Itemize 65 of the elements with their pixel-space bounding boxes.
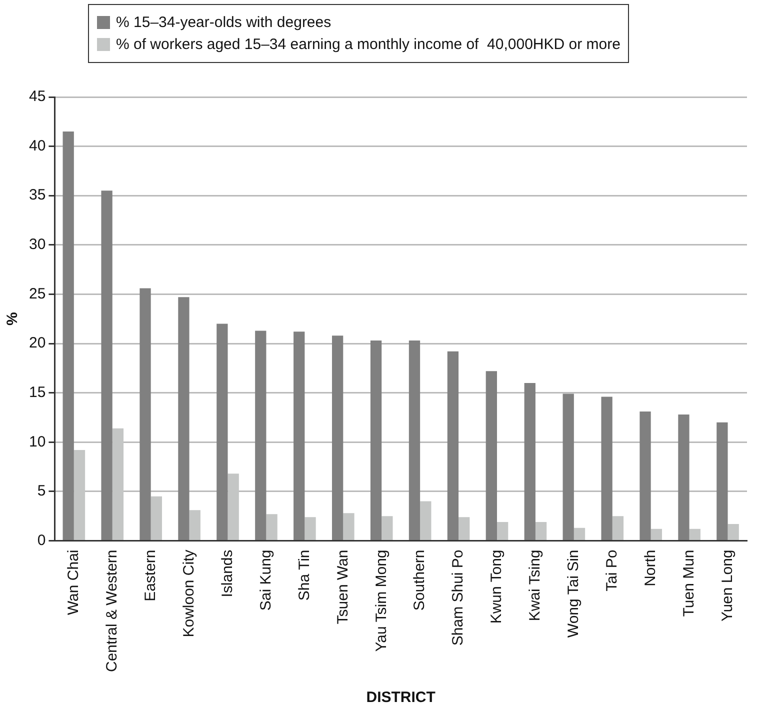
y-tick-label: 30 [28, 236, 46, 254]
y-tick-label: 35 [28, 186, 46, 204]
bar [535, 522, 547, 540]
bar [524, 382, 536, 540]
x-tick-label: Tsuen Wan [334, 550, 352, 624]
x-tick-label: Sham Shui Po [450, 550, 467, 646]
bar [612, 516, 624, 540]
bar [370, 340, 382, 540]
bar [562, 394, 574, 540]
bar [574, 528, 586, 540]
bar [486, 371, 497, 540]
legend-label: % of workers aged 15–34 earning a monthly income of 40,000HKD or more [116, 36, 620, 53]
y-tick-label: 20 [28, 334, 46, 352]
x-tick-label: Wan Chai [65, 550, 82, 616]
y-tick-label: 25 [28, 285, 46, 302]
x-tick-label: Wong Tai Sin [565, 550, 582, 638]
x-tick-label: Sha Tin [296, 550, 313, 601]
bar [150, 496, 162, 540]
bar [343, 513, 354, 540]
bar [408, 340, 420, 540]
bar [728, 524, 739, 540]
x-tick-label: Tuen Mun [680, 550, 698, 617]
x-tick-label: Kwai Tsing [526, 550, 544, 622]
y-tick-label: 45 [28, 88, 46, 106]
x-tick-label: Central & Western [104, 550, 121, 672]
x-tick-label: North [642, 550, 659, 586]
x-tick-label: Tai Po [604, 550, 621, 592]
bar [640, 412, 651, 540]
bar [332, 336, 344, 540]
x-tick-label: Sai Kung [257, 550, 274, 611]
bar [382, 516, 393, 540]
bar [140, 288, 151, 540]
bar [716, 422, 728, 540]
bar [689, 528, 700, 540]
bar [304, 517, 316, 540]
bar [62, 132, 74, 540]
y-tick-label: 10 [28, 433, 46, 450]
bar [678, 414, 690, 540]
bar [458, 517, 470, 540]
x-tick-label: Islands [218, 550, 236, 598]
legend-label: % 15–34-year-olds with degrees [116, 14, 332, 31]
x-tick-label: Eastern [142, 550, 159, 602]
bar [650, 528, 662, 540]
y-tick-label: 0 [37, 532, 46, 549]
bar [496, 522, 508, 540]
bar [601, 396, 612, 540]
bar [420, 501, 432, 540]
bar [216, 324, 228, 540]
x-tick-label: Yau Tsim Mong [372, 550, 390, 652]
x-tick-label: Kowloon City [180, 549, 198, 638]
bar [294, 332, 305, 540]
x-tick-label: Yuen Long [718, 550, 736, 622]
bar [189, 510, 200, 540]
x-axis-title: DISTRICT [366, 689, 436, 706]
y-tick-label: 5 [37, 482, 46, 500]
y-tick-label: 40 [28, 137, 46, 154]
bar [178, 297, 190, 540]
x-tick-label: Kwun Tong [488, 550, 506, 624]
bar [255, 330, 266, 540]
bar [101, 190, 112, 540]
y-tick-label: 15 [28, 384, 46, 401]
y-axis-title: % [4, 312, 22, 326]
bar [266, 514, 278, 540]
x-tick-label: Southern [411, 550, 428, 611]
bar [447, 351, 459, 540]
